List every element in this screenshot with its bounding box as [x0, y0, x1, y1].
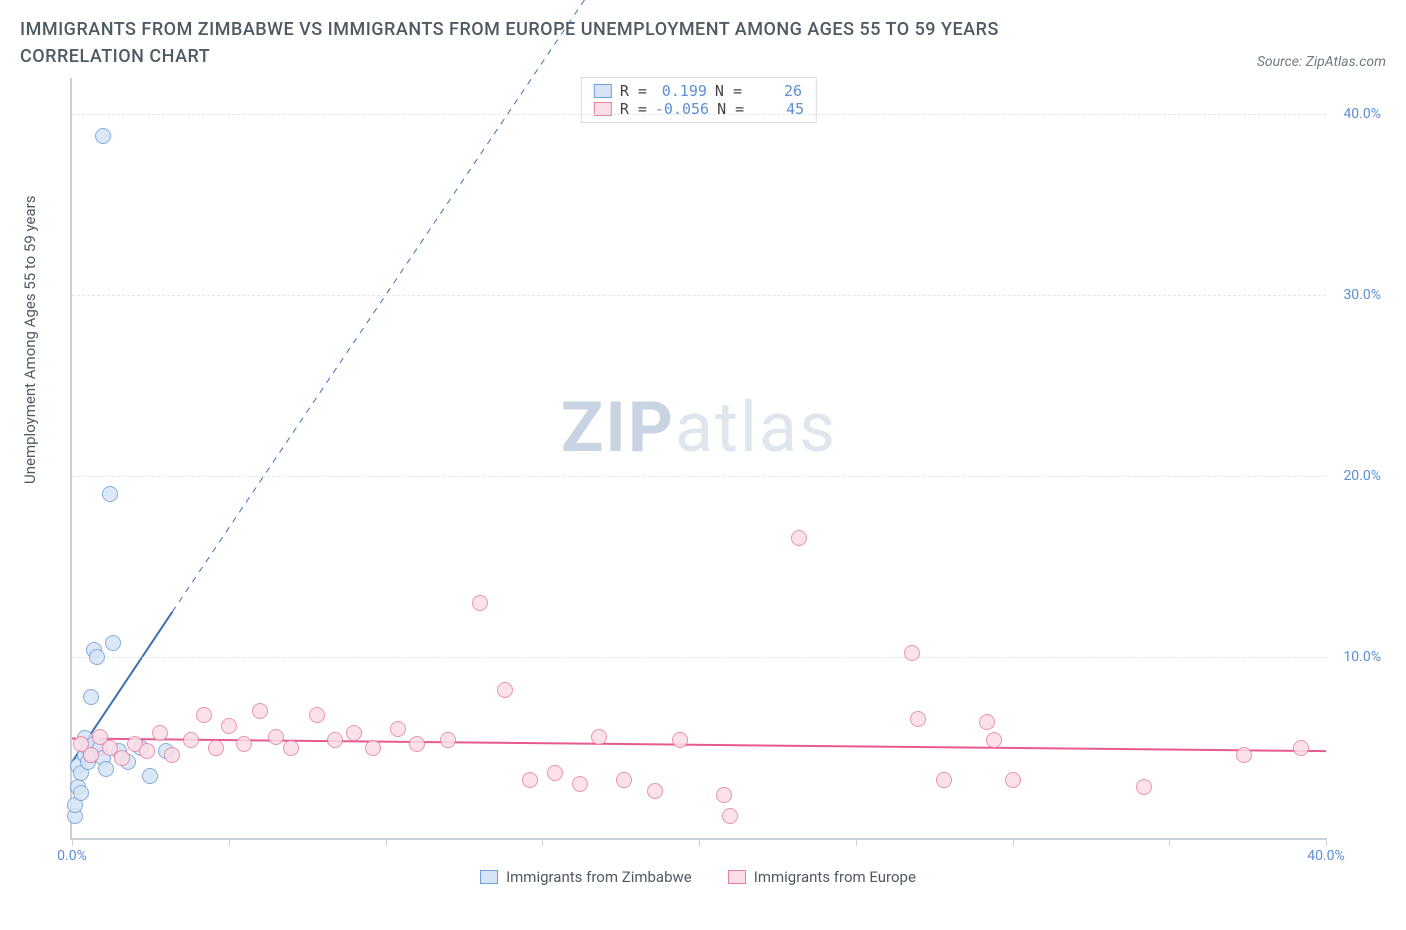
data-point [105, 635, 121, 651]
y-tick-label: 20.0% [1343, 468, 1381, 484]
data-point [979, 714, 995, 730]
plot-area: ZIPatlas R = 0.199 N = 26 R = -0.056 N =… [70, 78, 1326, 840]
data-point [252, 703, 268, 719]
data-point [183, 732, 199, 748]
data-point [142, 768, 158, 784]
data-point [1136, 779, 1152, 795]
data-point [102, 486, 118, 502]
data-point [910, 711, 926, 727]
legend-swatch-europe [728, 870, 746, 884]
data-point [904, 645, 920, 661]
legend-swatch-zimbabwe [480, 870, 498, 884]
data-point [309, 707, 325, 723]
data-point [986, 732, 1002, 748]
source-label: Source: ZipAtlas.com [1257, 54, 1386, 70]
data-point [346, 725, 362, 741]
data-point [196, 707, 212, 723]
data-point [327, 732, 343, 748]
data-point [208, 740, 224, 756]
n-value-zimbabwe: 26 [750, 82, 802, 100]
data-point [164, 747, 180, 763]
data-point [791, 530, 807, 546]
legend-label-europe: Immigrants from Europe [754, 868, 916, 886]
data-point [1005, 772, 1021, 788]
y-tick-label: 30.0% [1343, 287, 1381, 303]
n-label: N = [717, 100, 744, 118]
data-point [268, 729, 284, 745]
data-point [89, 649, 105, 665]
data-point [472, 595, 488, 611]
y-tick-label: 40.0% [1343, 106, 1381, 122]
data-point [647, 783, 663, 799]
series-legend: Immigrants from Zimbabwe Immigrants from… [70, 868, 1326, 886]
data-point [283, 740, 299, 756]
data-point [440, 732, 456, 748]
data-point [95, 128, 111, 144]
y-tick-label: 10.0% [1343, 649, 1381, 665]
legend-label-zimbabwe: Immigrants from Zimbabwe [506, 868, 692, 886]
data-point [98, 761, 114, 777]
data-point [221, 718, 237, 734]
n-value-europe: 45 [752, 100, 804, 118]
r-label: R = [620, 82, 647, 100]
data-point [139, 743, 155, 759]
data-point [390, 721, 406, 737]
data-point [572, 776, 588, 792]
data-point [547, 765, 563, 781]
data-point [114, 750, 130, 766]
data-point [722, 808, 738, 824]
x-tick-label: 40.0% [1307, 848, 1345, 864]
y-axis-label: Unemployment Among Ages 55 to 59 years [21, 196, 39, 484]
data-point [1293, 740, 1309, 756]
chart-title: IMMIGRANTS FROM ZIMBABWE VS IMMIGRANTS F… [20, 16, 1120, 70]
r-value-zimbabwe: 0.199 [655, 82, 707, 100]
data-point [1236, 747, 1252, 763]
data-point [236, 736, 252, 752]
data-point [152, 725, 168, 741]
chart-container: Unemployment Among Ages 55 to 59 years Z… [20, 78, 1386, 890]
data-point [716, 787, 732, 803]
data-point [73, 785, 89, 801]
data-point [409, 736, 425, 752]
data-point [591, 729, 607, 745]
n-label: N = [715, 82, 742, 100]
correlation-legend: R = 0.199 N = 26 R = -0.056 N = 45 [581, 77, 817, 123]
data-point [83, 689, 99, 705]
r-label: R = [620, 100, 647, 118]
data-point [672, 732, 688, 748]
data-point [522, 772, 538, 788]
data-point [83, 747, 99, 763]
data-point [936, 772, 952, 788]
data-point [497, 682, 513, 698]
data-point [616, 772, 632, 788]
data-point [365, 740, 381, 756]
x-tick-label: 0.0% [57, 848, 87, 864]
legend-swatch-zimbabwe [594, 84, 612, 98]
r-value-europe: -0.056 [655, 100, 709, 118]
